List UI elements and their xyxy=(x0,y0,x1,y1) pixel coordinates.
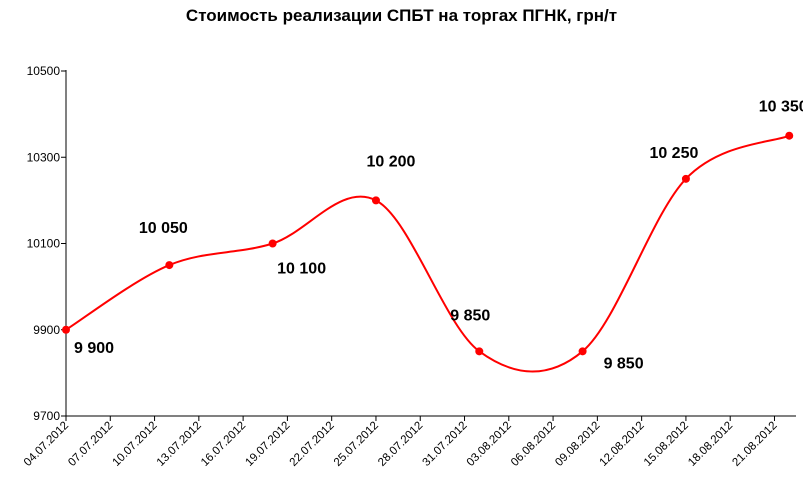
x-tick-label: 19.07.2012 xyxy=(243,420,292,469)
data-point xyxy=(681,174,690,183)
data-point xyxy=(578,347,587,356)
x-tick-label: 06.08.2012 xyxy=(509,420,558,469)
data-point xyxy=(475,347,484,356)
series-line xyxy=(65,134,790,373)
data-label-layer: 9 900 10 050 10 100 10 200 9 850 9 850 10 250 1… xyxy=(74,99,803,373)
data-point xyxy=(165,261,174,270)
data-label: 10 350 xyxy=(759,99,803,116)
data-label: 10 200 xyxy=(366,153,415,170)
x-tick-label: 28.07.2012 xyxy=(376,420,425,469)
x-tick-label: 31.07.2012 xyxy=(420,420,469,469)
data-point xyxy=(371,196,380,205)
x-tick-label: 12.08.2012 xyxy=(598,420,647,469)
data-point-layer xyxy=(62,131,794,356)
chart-title: Стоимость реализации СПБТ на торгах ПГНК… xyxy=(185,6,618,25)
data-label: 10 050 xyxy=(139,220,188,237)
data-label: 9 900 xyxy=(74,340,114,357)
data-label: 10 100 xyxy=(277,261,326,278)
x-tick-label: 04.07.2012 xyxy=(22,420,71,469)
data-point xyxy=(268,239,277,248)
x-tick-label: 10.07.2012 xyxy=(110,420,159,469)
y-tick-label: 9900 xyxy=(33,323,60,337)
x-tick-label: 18.08.2012 xyxy=(686,420,735,469)
x-tick-label: 21.08.2012 xyxy=(730,420,779,469)
y-tick-label: 9700 xyxy=(33,409,60,423)
x-tick-label: 09.08.2012 xyxy=(553,420,602,469)
data-point xyxy=(62,325,70,334)
x-tick-label: 03.08.2012 xyxy=(465,420,514,469)
x-tick-label: 22.07.2012 xyxy=(288,420,337,469)
data-label: 9 850 xyxy=(604,355,644,372)
x-tick-label: 25.07.2012 xyxy=(332,420,381,469)
x-tick-label: 15.08.2012 xyxy=(642,420,691,469)
y-tick-label: 10300 xyxy=(27,150,61,164)
x-tick-label: 13.07.2012 xyxy=(155,420,204,469)
x-tick-label: 07.07.2012 xyxy=(66,420,115,469)
y-tick-label: 10100 xyxy=(27,237,61,251)
series-line-layer xyxy=(65,134,790,373)
y-tick-label: 10500 xyxy=(27,64,61,78)
axes: 9700 9900 10100 10300 10500 04.07.201207.07.2… xyxy=(22,64,796,469)
data-point xyxy=(785,131,794,140)
x-tick-label: 16.07.2012 xyxy=(199,420,248,469)
data-label: 10 250 xyxy=(649,145,698,162)
data-label: 9 850 xyxy=(450,307,490,324)
